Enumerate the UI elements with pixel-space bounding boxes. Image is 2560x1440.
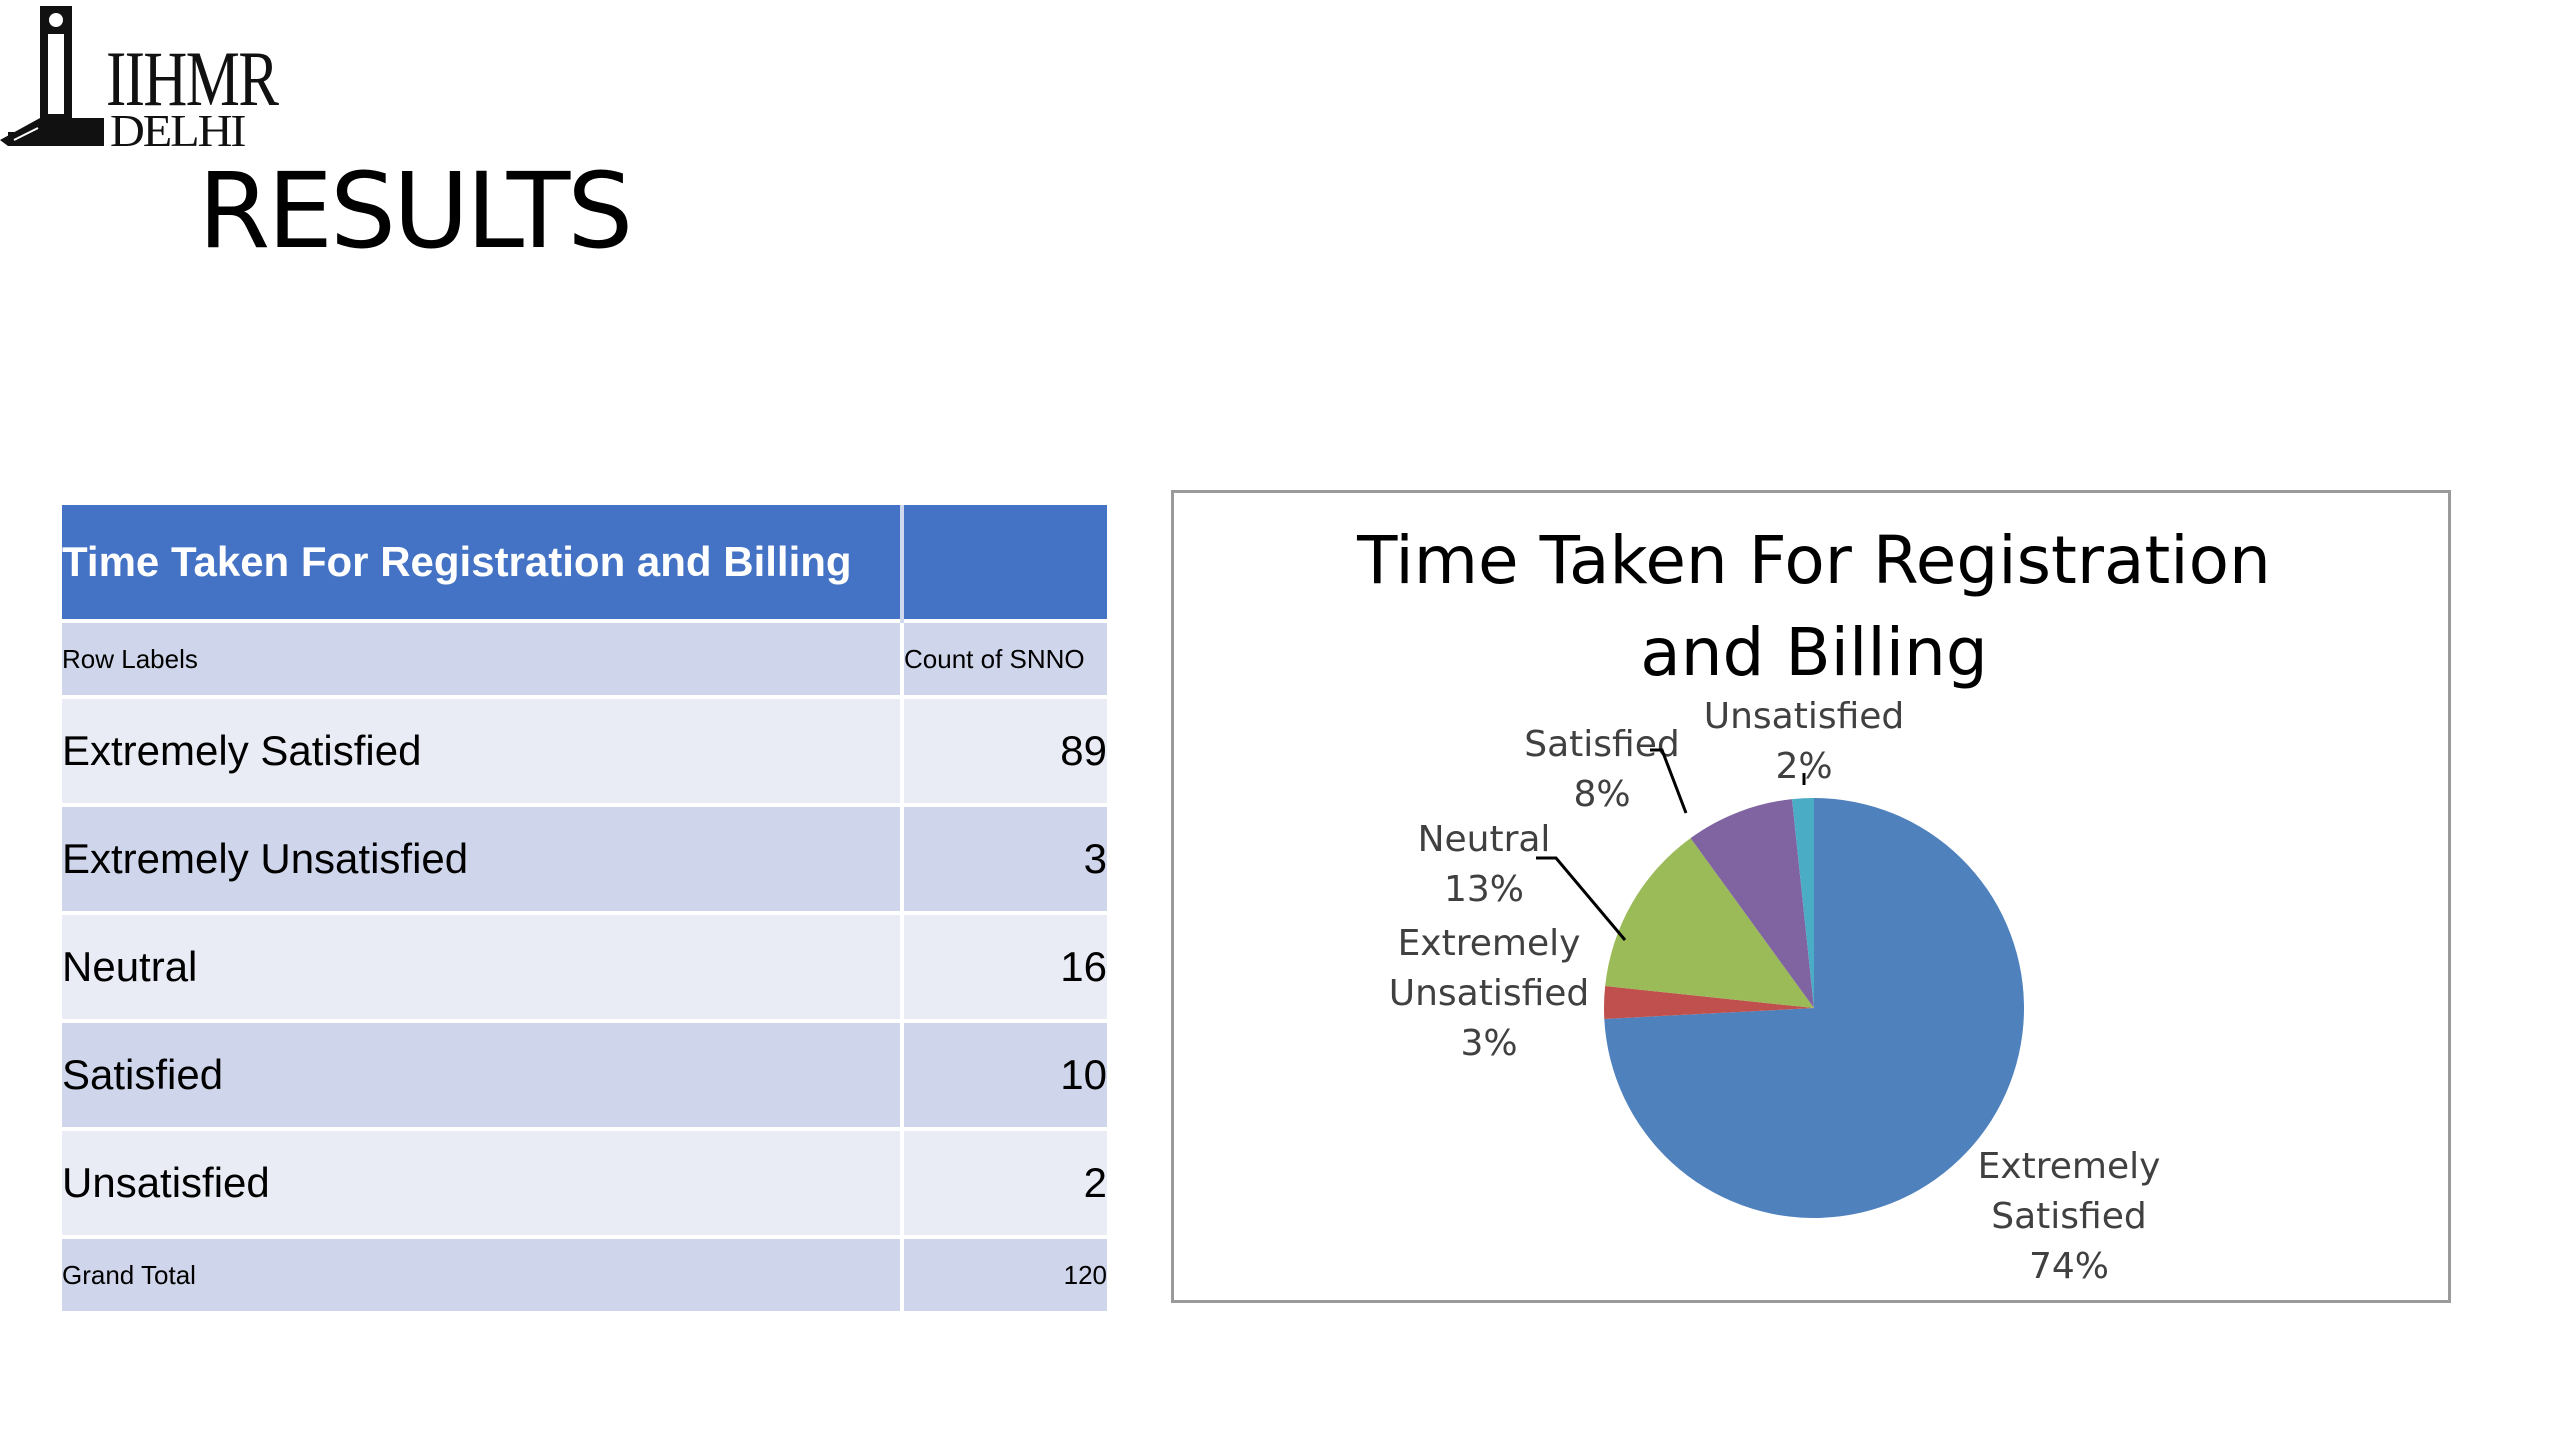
pie-slice-extremely-unsatisfied — [1604, 986, 1814, 1019]
column-header-row-labels: Row Labels — [62, 621, 904, 697]
data-label-line: Extremely — [1398, 923, 1581, 964]
data-label-line: 74% — [2029, 1246, 2109, 1287]
iihmr-emblem-icon — [0, 6, 104, 146]
data-label-line: 3% — [1460, 1023, 1517, 1064]
row-label: Extremely Unsatisfied — [62, 805, 904, 913]
pie-chart: Time Taken For Registration and Billing … — [1171, 490, 2451, 1303]
data-label-neutral: Neutral 13% — [1418, 819, 1551, 910]
pie-slice-neutral — [1605, 838, 1814, 1008]
leader-line — [1650, 748, 1688, 814]
row-count: 16 — [902, 913, 1107, 1021]
table-row: Unsatisfied 2 — [62, 1129, 1107, 1237]
table-row: Neutral 16 — [62, 913, 1107, 1021]
grand-total-value: 120 — [902, 1237, 1107, 1313]
row-label: Unsatisfied — [62, 1129, 904, 1237]
table-title-empty-cell — [902, 505, 1107, 621]
row-count: 89 — [902, 697, 1107, 805]
column-header-count: Count of SNNO — [902, 621, 1107, 697]
data-label-satisfied: Satisfied 8% — [1524, 724, 1679, 815]
row-count: 2 — [902, 1129, 1107, 1237]
iihmr-delhi-logo: IIHMR DELHI — [0, 0, 290, 156]
table-title-row: Time Taken For Registration and Billing — [62, 505, 1107, 621]
data-label-line: 8% — [1573, 774, 1630, 815]
data-label-line: 13% — [1444, 869, 1524, 910]
data-label-line: Satisfied — [1991, 1196, 2146, 1237]
data-label-line: Extremely — [1978, 1146, 2161, 1187]
row-label: Satisfied — [62, 1021, 904, 1129]
leader-line — [1536, 856, 1627, 941]
data-label-line: Satisfied — [1524, 724, 1679, 765]
row-label: Extremely Satisfied — [62, 697, 904, 805]
pie-slice-extremely-satisfied — [1604, 798, 2025, 1218]
logo-text-iihmr: IIHMR — [106, 35, 279, 122]
row-label: Neutral — [62, 913, 904, 1021]
data-label-extremely-satisfied: Extremely Satisfied 74% — [1978, 1146, 2161, 1287]
pivot-table: Time Taken For Registration and Billing … — [62, 505, 1107, 1315]
table-header-row: Row Labels Count of SNNO — [62, 621, 1107, 697]
pie-slice-unsatisfied — [1792, 798, 1814, 1008]
table-row: Extremely Unsatisfied 3 — [62, 805, 1107, 913]
data-label-line: Unsatisfied — [1704, 696, 1905, 737]
table-title: Time Taken For Registration and Billing — [62, 505, 904, 621]
pie-slice-satisfied — [1690, 799, 1814, 1008]
data-label-extremely-unsatisfied: Extremely Unsatisfied 3% — [1389, 923, 1590, 1064]
row-count: 3 — [902, 805, 1107, 913]
table-row: Satisfied 10 — [62, 1021, 1107, 1129]
chart-title: Time Taken For Registration and Billing — [1357, 522, 2271, 691]
page-title: RESULTS — [198, 150, 633, 272]
row-count: 10 — [902, 1021, 1107, 1129]
grand-total-label: Grand Total — [62, 1237, 904, 1313]
logo-text-delhi: DELHI — [110, 105, 246, 156]
data-label-line: Unsatisfied — [1389, 973, 1590, 1014]
grand-total-row: Grand Total 120 — [62, 1237, 1107, 1313]
data-label-line: Neutral — [1418, 819, 1551, 860]
table-row: Extremely Satisfied 89 — [62, 697, 1107, 805]
pie-chart-plot: Extremely Satisfied 74% Extremely Unsatisfie… — [1389, 696, 2161, 1287]
